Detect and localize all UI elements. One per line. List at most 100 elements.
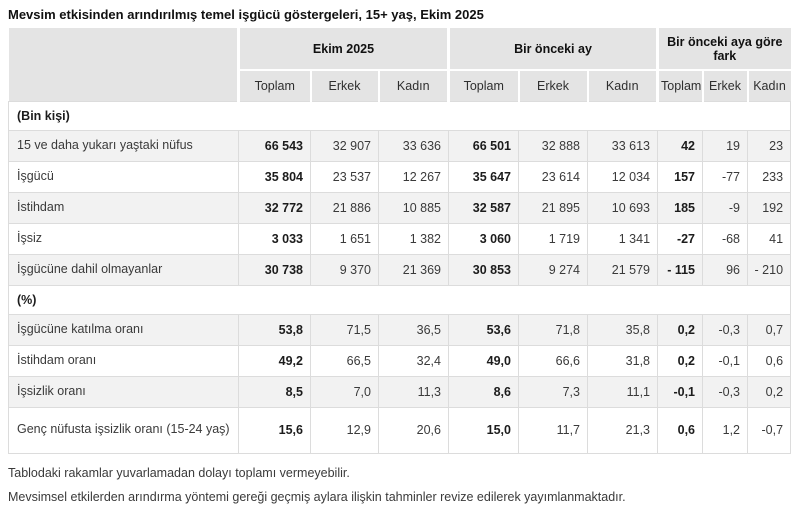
value-cell: -77 — [702, 160, 749, 193]
value-cell: 31,8 — [586, 344, 659, 377]
value-cell: 8,6 — [448, 375, 519, 408]
value-cell: 0,2 — [657, 313, 704, 346]
row-label-cell: İşgücü — [8, 160, 239, 193]
group-header-row: Ekim 2025 Bir önceki ay Bir önceki aya g… — [8, 28, 791, 101]
value-cell: 3 033 — [238, 222, 311, 255]
value-cell: 15,0 — [448, 406, 519, 454]
value-cell: 0,6 — [747, 344, 792, 377]
value-cell: 30 853 — [448, 253, 519, 286]
value-cell: 12,9 — [310, 406, 379, 454]
value-cell: 1 382 — [378, 222, 449, 255]
group-header-fark: Bir önceki aya göre fark — [656, 28, 791, 71]
value-cell: 0,7 — [747, 313, 792, 346]
table-row: 15 ve daha yukarı yaştaki nüfus 66 543 32 … — [8, 129, 792, 162]
value-cell: 32 888 — [518, 129, 588, 162]
value-cell: 0,6 — [657, 406, 704, 454]
value-cell: 66 543 — [238, 129, 311, 162]
value-cell: - 115 — [657, 253, 704, 286]
footnote-rounding: Tablodaki rakamlar yuvarlamadan dolayı t… — [8, 465, 350, 480]
value-cell: 1 341 — [586, 222, 659, 255]
row-label-cell: İşgücüne dahil olmayanlar — [8, 253, 239, 286]
group-header-bir-onceki-ay: Bir önceki ay — [446, 28, 658, 71]
value-cell: 1 719 — [518, 222, 588, 255]
row-label-cell: İşgücüne katılma oranı — [8, 313, 239, 346]
table-row: İşgücüne dahil olmayanlar 30 738 9 370 21 3… — [8, 253, 792, 286]
value-cell: 11,3 — [378, 375, 449, 408]
row-label-column-header — [8, 28, 239, 101]
value-cell: 21,3 — [586, 406, 659, 454]
group-header-ekim-2025: Ekim 2025 — [237, 28, 449, 71]
value-cell: 9 274 — [518, 253, 588, 286]
table-row: İşsizlik oranı 8,5 7,0 11,3 8,6 7,3 11,1 -0,1 -0… — [8, 375, 792, 408]
value-cell: 96 — [702, 253, 749, 286]
column-header-kadin-3: Kadın — [746, 70, 791, 101]
value-cell: 35,8 — [586, 313, 659, 346]
value-cell: -27 — [657, 222, 704, 255]
sub-header-row: Toplam Erkek Kadın Toplam Erkek Kadın To… — [9, 70, 791, 101]
value-cell: 192 — [747, 191, 792, 224]
value-cell: 21 895 — [518, 191, 588, 224]
value-cell: 53,6 — [448, 313, 519, 346]
value-cell: 10 885 — [378, 191, 449, 224]
table-header: Ekim 2025 Bir önceki ay Bir önceki aya g… — [8, 28, 791, 101]
section-row: (%) — [7, 284, 792, 315]
value-cell: -0,1 — [657, 375, 704, 408]
value-cell: 21 886 — [310, 191, 379, 224]
value-cell: 23 537 — [310, 160, 379, 193]
value-cell: -0,3 — [702, 313, 749, 346]
column-header-erkek-2: Erkek — [517, 70, 588, 101]
section-label: (Bin kişi) — [7, 100, 792, 131]
value-cell: 12 034 — [586, 160, 659, 193]
value-cell: 53,8 — [238, 313, 311, 346]
column-header-kadin-1: Kadın — [377, 70, 449, 101]
value-cell: 23 — [747, 129, 792, 162]
value-cell: -0,1 — [702, 344, 749, 377]
value-cell: 15,6 — [238, 406, 311, 454]
value-cell: 32 587 — [448, 191, 519, 224]
value-cell: 35 804 — [238, 160, 311, 193]
value-cell: 66,5 — [310, 344, 379, 377]
value-cell: 3 060 — [448, 222, 519, 255]
column-header-erkek-1: Erkek — [309, 70, 379, 101]
value-cell: 33 613 — [586, 129, 659, 162]
value-cell: 10 693 — [586, 191, 659, 224]
column-header-kadin-2: Kadın — [586, 70, 658, 101]
value-cell: 71,5 — [310, 313, 379, 346]
row-label-cell: İşsizlik oranı — [8, 375, 239, 408]
row-label-cell: İstihdam — [8, 191, 239, 224]
row-label-cell: Genç nüfusta işsizlik oranı (15-24 yaş) — [8, 406, 239, 454]
value-cell: 49,0 — [448, 344, 519, 377]
value-cell: 11,7 — [518, 406, 588, 454]
value-cell: 9 370 — [310, 253, 379, 286]
value-cell: 32,4 — [378, 344, 449, 377]
value-cell: 1 651 — [310, 222, 379, 255]
value-cell: 11,1 — [586, 375, 659, 408]
value-cell: 35 647 — [448, 160, 519, 193]
column-header-toplam-1: Toplam — [237, 70, 311, 101]
value-cell: 20,6 — [378, 406, 449, 454]
row-label-cell: İşsiz — [8, 222, 239, 255]
column-header-erkek-3: Erkek — [701, 70, 748, 101]
value-cell: 21 369 — [378, 253, 449, 286]
value-cell: 66 501 — [448, 129, 519, 162]
value-cell: 33 636 — [378, 129, 449, 162]
value-cell: 36,5 — [378, 313, 449, 346]
table-row: İstihdam 32 772 21 886 10 885 32 587 21 895 10… — [8, 191, 792, 224]
table-row: İşgücüne katılma oranı 53,8 71,5 36,5 53,6 71… — [8, 313, 792, 346]
value-cell: 12 267 — [378, 160, 449, 193]
value-cell: 0,2 — [657, 344, 704, 377]
value-cell: 7,0 — [310, 375, 379, 408]
value-cell: 19 — [702, 129, 749, 162]
value-cell: 21 579 — [586, 253, 659, 286]
value-cell: 32 907 — [310, 129, 379, 162]
value-cell: 49,2 — [238, 344, 311, 377]
table-row: İstihdam oranı 49,2 66,5 32,4 49,0 66,6 31,8 0,… — [8, 344, 792, 377]
value-cell: - 210 — [747, 253, 792, 286]
value-cell: 7,3 — [518, 375, 588, 408]
page-title: Mevsim etkisinden arındırılmış temel işg… — [8, 7, 484, 22]
value-cell: 32 772 — [238, 191, 311, 224]
table-row: İşgücü 35 804 23 537 12 267 35 647 23 614 12 0… — [8, 160, 792, 193]
row-label-cell: 15 ve daha yukarı yaştaki nüfus — [8, 129, 239, 162]
section-row: (Bin kişi) — [7, 100, 792, 131]
value-cell: 185 — [657, 191, 704, 224]
